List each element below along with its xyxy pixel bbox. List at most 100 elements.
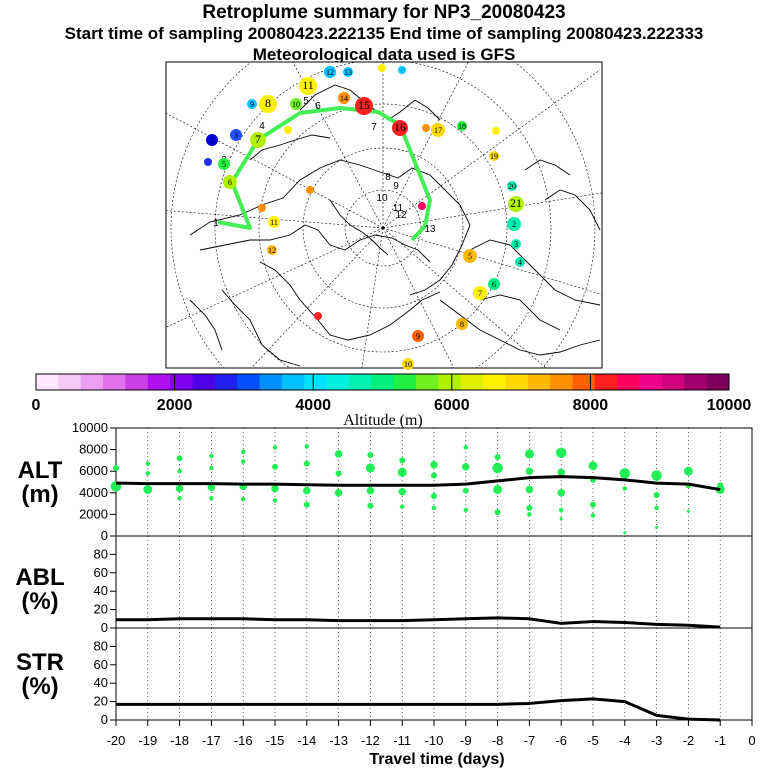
map-cluster-label: 10 <box>292 100 300 109</box>
map-cluster-marker <box>511 239 521 249</box>
alt-cluster-point <box>399 504 405 510</box>
str-y-tick-label: 0 <box>101 712 108 727</box>
map-cluster-label: 8 <box>265 96 271 110</box>
map-cluster-label: 6 <box>492 280 496 289</box>
colorbar-swatch <box>237 374 261 390</box>
colorbar-frame <box>35 373 730 391</box>
alt-cluster-point <box>303 460 310 467</box>
map-cluster-label: 16 <box>394 120 406 134</box>
colorbar-swatch <box>550 374 574 390</box>
map-cluster-marker <box>392 120 408 136</box>
map-cluster-label: 15 <box>358 98 370 112</box>
met-data-label: Meteorological data used is GFS <box>252 45 516 64</box>
map-cluster-label: 10 <box>404 360 412 369</box>
alt-cluster-point <box>240 459 246 464</box>
colorbar-swatch <box>684 374 708 390</box>
x-axis-label: Travel time (days) <box>369 751 504 768</box>
track-day-label: 10 <box>376 193 388 204</box>
map-cluster-marker <box>489 151 499 161</box>
colorbar-swatch <box>639 374 663 390</box>
map-cluster-marker <box>456 318 468 330</box>
track-day-label: 1 <box>213 218 219 229</box>
colorbar-swatch <box>460 374 484 390</box>
map-cluster-marker <box>398 66 406 74</box>
colorbar-tick-label: 4000 <box>295 397 331 414</box>
alt-y-tick-label: 10000 <box>72 420 108 435</box>
colorbar-swatch <box>572 374 596 390</box>
alt-cluster-point <box>430 460 438 469</box>
map-cluster-marker <box>306 186 314 194</box>
alt-cluster-point <box>622 486 628 491</box>
map-cluster-marker <box>268 216 280 228</box>
alt-cluster-point <box>272 463 278 470</box>
map-cluster-label: 12 <box>268 246 276 255</box>
colorbar-swatch <box>326 374 350 390</box>
map-cluster-marker <box>338 92 350 104</box>
alt-cluster-point <box>654 505 659 511</box>
map-cluster-label: 5 <box>468 252 472 261</box>
alt-cluster-point <box>272 498 278 503</box>
colorbar-label: Altitude (m) <box>343 412 423 429</box>
alt-y-tick-label: 8000 <box>79 442 108 457</box>
map-frame <box>165 61 603 369</box>
alt-cluster-point <box>525 467 534 475</box>
colorbar-swatch <box>192 374 216 390</box>
x-tick-label: -6 <box>555 733 567 748</box>
alt-cluster-point <box>304 444 310 449</box>
colorbar-tick-label: 0 <box>32 397 41 414</box>
abl-panel-unit: (%) <box>21 588 58 615</box>
track-day-label: 7 <box>371 122 377 133</box>
alt-cluster-point <box>494 454 501 461</box>
alt-cluster-point <box>463 445 469 450</box>
map-cluster-marker <box>290 98 302 110</box>
colorbar-swatch <box>393 374 417 390</box>
x-tick-label: -5 <box>587 733 599 748</box>
map-cluster-marker <box>314 312 322 320</box>
track-day-label: 12 <box>395 210 407 221</box>
alt-cluster-point <box>207 483 216 492</box>
map-cluster-marker <box>343 67 353 77</box>
map-cluster-marker <box>508 196 524 212</box>
alt-cluster-point <box>559 517 563 521</box>
abl-y-tick-label: 0 <box>101 620 108 635</box>
alt-cluster-point <box>209 453 214 459</box>
alt-cluster-point <box>655 525 659 529</box>
alt-cluster-point <box>303 501 310 508</box>
map-cluster-marker <box>463 249 477 263</box>
colorbar-swatch <box>304 374 328 390</box>
colorbar-swatch <box>125 374 149 390</box>
x-tick-label: -12 <box>361 733 380 748</box>
x-tick-label: -1 <box>714 733 726 748</box>
alt-cluster-point <box>398 487 406 496</box>
alt-cluster-point <box>557 468 565 477</box>
map-cluster-label: 2 <box>512 220 516 229</box>
colorbar-swatch <box>527 374 551 390</box>
alt-cluster-point <box>334 450 343 458</box>
alt-cluster-point <box>177 468 182 474</box>
colorbar-tick-label: 2000 <box>157 397 193 414</box>
map-cluster-label: 11 <box>270 218 278 227</box>
x-tick-label: -8 <box>492 733 504 748</box>
track-day-label: 5 <box>303 96 309 107</box>
abl-y-tick-label: 80 <box>94 546 108 561</box>
map-cluster-marker <box>250 132 266 148</box>
str-panel-unit: (%) <box>21 673 58 700</box>
map-cluster-label: 5 <box>222 160 226 169</box>
map-cluster-marker <box>267 245 277 255</box>
alt-cluster-point <box>494 509 501 516</box>
alt-cluster-point <box>462 463 470 471</box>
track-day-label: 4 <box>259 121 265 132</box>
alt-mean-line <box>115 475 721 492</box>
map-cluster-label: 6 <box>228 178 232 187</box>
alt-y-tick-label: 2000 <box>79 506 108 521</box>
map-cluster-marker <box>204 158 212 166</box>
colorbar-swatch <box>371 374 395 390</box>
colorbar-swatch <box>36 374 59 390</box>
alt-cluster-point <box>558 507 564 513</box>
str-y-tick-label: 60 <box>94 657 108 672</box>
alt-cluster-point <box>686 509 690 513</box>
map-cluster-marker <box>402 358 414 370</box>
map-cluster-marker <box>507 181 517 191</box>
alt-y-tick-label: 6000 <box>79 463 108 478</box>
alt-cluster-point <box>145 471 151 476</box>
